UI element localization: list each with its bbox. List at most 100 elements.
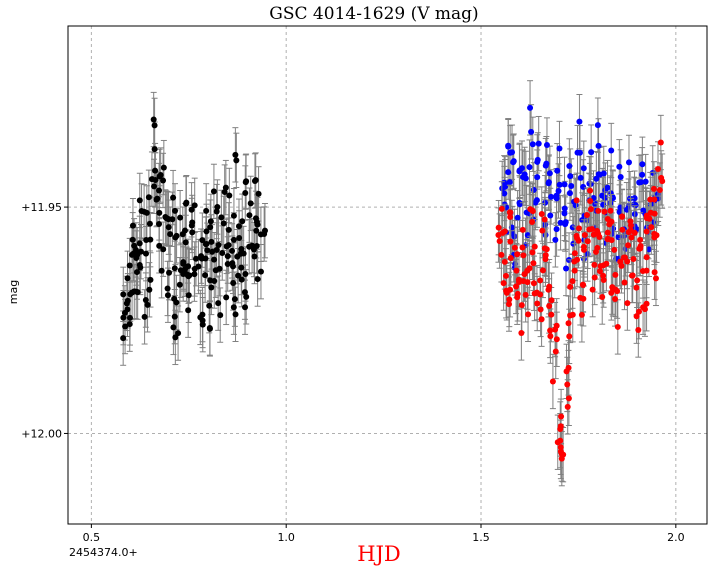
data-point [164, 292, 171, 299]
data-point [175, 330, 182, 337]
data-point [566, 162, 573, 169]
data-point [166, 269, 173, 276]
data-point [637, 242, 644, 249]
data-point [533, 197, 540, 204]
data-point [235, 272, 242, 279]
data-point [618, 262, 625, 269]
data-point [158, 267, 165, 274]
data-point [160, 177, 167, 184]
data-point [141, 313, 148, 320]
data-point [146, 286, 153, 293]
data-point [150, 116, 157, 123]
data-point [505, 142, 512, 149]
x-axis-ticks: 0.5 1.0 1.5 2.0 [83, 524, 685, 544]
data-point [208, 284, 215, 291]
data-point [207, 224, 214, 231]
data-point [224, 260, 231, 267]
data-point [506, 296, 513, 303]
data-point [211, 256, 218, 263]
data-point [569, 311, 576, 318]
data-point [633, 313, 640, 320]
data-point [529, 141, 536, 148]
data-point [156, 187, 163, 194]
data-point [242, 304, 249, 311]
data-point [217, 312, 224, 319]
data-point [171, 313, 178, 320]
data-point [171, 265, 178, 272]
data-point [231, 296, 238, 303]
data-point [147, 276, 154, 283]
data-point [154, 195, 161, 202]
data-point [563, 265, 570, 272]
data-point [160, 164, 167, 171]
data-point [608, 237, 615, 244]
data-point [596, 268, 603, 275]
data-point [553, 195, 560, 202]
data-point [210, 188, 217, 195]
data-point [637, 236, 644, 243]
data-point [225, 226, 232, 233]
data-point [619, 226, 626, 233]
data-point [501, 258, 508, 265]
data-point [156, 209, 163, 216]
data-point [218, 214, 225, 221]
data-point [625, 159, 632, 166]
data-point [229, 247, 236, 254]
data-point [611, 246, 618, 253]
data-point [594, 244, 601, 251]
data-point [557, 219, 564, 226]
data-point [133, 269, 140, 276]
data-point [642, 178, 649, 185]
data-point [516, 201, 523, 208]
data-point [215, 300, 222, 307]
data-point [547, 212, 554, 219]
x-tick-label: 0.5 [83, 531, 101, 544]
data-point [127, 314, 134, 321]
data-point [631, 195, 638, 202]
data-point [530, 186, 537, 193]
data-point [564, 381, 571, 388]
data-point [513, 283, 520, 290]
data-point [122, 323, 129, 330]
data-point [589, 225, 596, 232]
data-point [222, 184, 229, 191]
data-point [528, 128, 535, 135]
data-point [526, 265, 533, 272]
data-point [587, 187, 594, 194]
data-point [576, 118, 583, 125]
data-point [604, 229, 611, 236]
data-point [239, 218, 246, 225]
x-offset-label: 2454374.0+ [69, 546, 138, 559]
data-point [580, 295, 587, 302]
data-point [591, 261, 598, 268]
data-point [213, 208, 220, 215]
data-point [539, 267, 546, 274]
data-point [524, 279, 531, 286]
data-point [513, 267, 520, 274]
data-point [553, 322, 560, 329]
data-point [138, 248, 145, 255]
data-point [224, 253, 231, 260]
data-point [561, 181, 568, 188]
data-point [659, 178, 666, 185]
data-point [547, 333, 554, 340]
data-point [143, 209, 150, 216]
data-point [538, 316, 545, 323]
data-point [226, 192, 233, 199]
data-point [507, 238, 514, 245]
data-point [514, 214, 521, 221]
data-point [643, 254, 650, 261]
data-point [561, 205, 568, 212]
data-point [176, 281, 183, 288]
data-point [537, 291, 544, 298]
data-point [535, 140, 542, 147]
data-point [189, 229, 196, 236]
data-point [575, 237, 582, 244]
data-point [580, 165, 587, 172]
data-point [537, 277, 544, 284]
data-point [199, 321, 206, 328]
data-point [505, 169, 512, 176]
data-point [498, 205, 505, 212]
chart-title: GSC 4014-1629 (V mag) [269, 4, 478, 24]
